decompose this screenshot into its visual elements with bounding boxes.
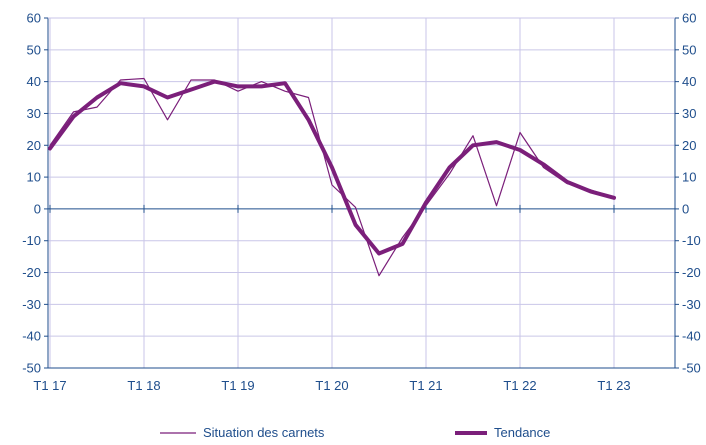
y-tick-label-left: 0 xyxy=(34,201,41,216)
y-tick-label-right: 20 xyxy=(682,138,696,153)
y-tick-label-left: 20 xyxy=(27,138,41,153)
y-tick-label-right: -20 xyxy=(682,265,701,280)
x-axis-ticks: T1 17 T1 18 T1 19 T1 20 T1 21 T1 22 T1 23 xyxy=(33,378,630,393)
y-tick-label-left: 40 xyxy=(27,74,41,89)
series-lines xyxy=(48,77,616,277)
y-tick-label-left: -30 xyxy=(22,297,41,312)
series-line-situation-des-carnets xyxy=(49,77,615,277)
y-tick-label-right: 10 xyxy=(682,170,696,185)
y-tick-label-right: 60 xyxy=(682,11,696,26)
axes xyxy=(47,17,676,369)
y-tick-label-right: -50 xyxy=(682,361,701,376)
x-tick-label: T1 22 xyxy=(503,378,536,393)
y-tick-label-left: -40 xyxy=(22,329,41,344)
x-tick-label: T1 19 xyxy=(221,378,254,393)
y-tick-label-right: 50 xyxy=(682,42,696,57)
legend-label: Situation des carnets xyxy=(203,425,325,440)
x-tick-label: T1 18 xyxy=(127,378,160,393)
x-tick-label: T1 17 xyxy=(33,378,66,393)
y-tick-label-left: 50 xyxy=(27,42,41,57)
y-tick-label-right: -40 xyxy=(682,329,701,344)
y-axis-left-ticks: 60 50 40 30 20 10 0 -10 -20 -30 -40 -50 xyxy=(22,11,48,376)
y-tick-label-left: 10 xyxy=(27,170,41,185)
x-tick-label: T1 21 xyxy=(409,378,442,393)
series-line-tendance xyxy=(48,79,616,256)
y-axis-right-ticks: 60 50 40 30 20 10 0 -10 -20 -30 -40 -50 xyxy=(675,11,701,376)
y-tick-label-left: 60 xyxy=(27,11,41,26)
y-tick-label-right: 0 xyxy=(682,201,689,216)
y-tick-label-left: -50 xyxy=(22,361,41,376)
legend-label: Tendance xyxy=(494,425,550,440)
y-tick-label-left: 30 xyxy=(27,106,41,121)
y-tick-label-right: 40 xyxy=(682,74,696,89)
y-tick-label-left: -10 xyxy=(22,233,41,248)
y-tick-label-right: -30 xyxy=(682,297,701,312)
x-tick-label: T1 23 xyxy=(597,378,630,393)
x-tick-label: T1 20 xyxy=(315,378,348,393)
y-tick-label-right: 30 xyxy=(682,106,696,121)
legend: Situation des carnets Tendance xyxy=(160,425,550,440)
plot-area-background xyxy=(48,18,675,368)
y-tick-label-left: -20 xyxy=(22,265,41,280)
y-tick-label-right: -10 xyxy=(682,233,701,248)
